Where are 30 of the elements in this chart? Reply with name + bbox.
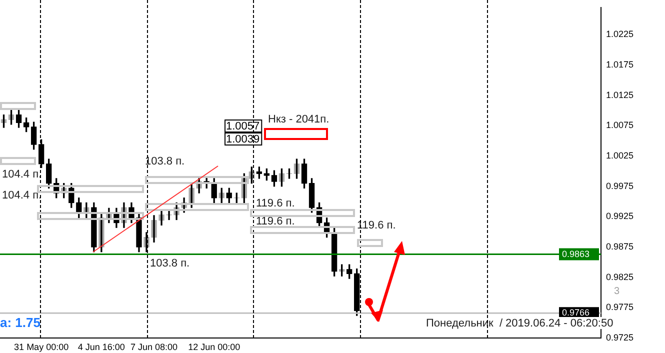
text: 3 [614,286,620,297]
annotation: 119.6 п. [256,198,295,210]
y-tick-label: 1.0125 [606,90,634,100]
y-tick-label: 1.0025 [606,150,634,161]
y-tick-label: 1.0225 [606,29,634,40]
annotation: Понедельник / 2019.06.24 - 06:20:50 [426,318,614,330]
annotation: 104.4 п. [2,190,42,202]
annotation: 119.6 п. [256,216,295,228]
x-tick-label: 31 May 00:00 [14,342,69,352]
annotation: Нкз - 2041п. [268,114,330,126]
annotation: 104.4 п. [2,168,42,181]
y-tick-label: 0.9775 [606,302,634,312]
x-tick-label: 7 Jun 08:00 [130,342,178,352]
ref-line-label: 0.9766 [562,308,590,318]
y-tick-label: 0.9825 [606,272,634,282]
annotation: 119.6 п. [357,220,396,232]
y-tick-label: 0.9875 [606,241,634,252]
y-tick-label: 0.9725 [606,332,634,342]
ref-line-label: 0.9863 [562,248,590,259]
annotation: 103.8 п. [145,156,185,168]
annotation: 103.8 п. [150,258,190,270]
y-tick-label: 1.0075 [606,120,634,130]
x-tick-label: 4 Jun 16:00 [78,342,125,352]
annotation: 1.0039 [226,134,260,146]
x-tick-label: 12 Jun 00:00 [188,342,240,352]
y-tick-label: 0.9975 [606,180,634,191]
annotation: 1.0057 [226,120,260,133]
annotation: a: 1.75 [0,315,40,330]
y-tick-label: 1.0175 [606,60,634,70]
y-tick-label: 0.9925 [606,211,634,222]
